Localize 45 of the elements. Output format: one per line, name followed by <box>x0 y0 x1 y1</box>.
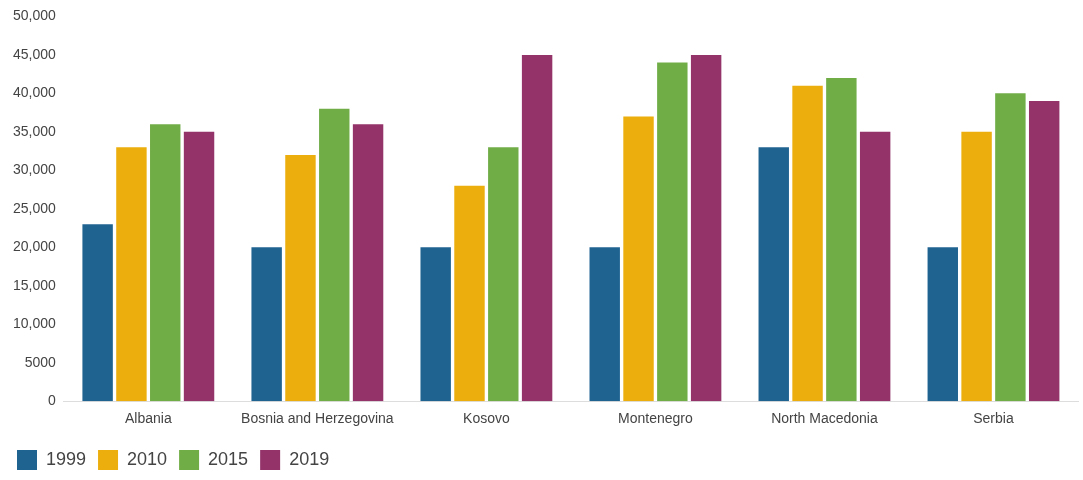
x-tick-label: Serbia <box>973 410 1014 427</box>
bar <box>251 247 282 402</box>
x-tick-label: Albania <box>124 410 172 427</box>
bar <box>319 108 350 402</box>
y-tick-label: 20,000 <box>12 238 57 255</box>
bar <box>82 224 113 402</box>
x-tick-label: North Macedonia <box>771 410 878 427</box>
y-tick-label: 50,000 <box>12 7 57 24</box>
y-tick-label: 0 <box>48 392 57 409</box>
bar <box>623 116 654 402</box>
bar <box>792 85 823 402</box>
legend-label: 1999 <box>46 448 87 469</box>
y-tick-label: 25,000 <box>12 199 57 216</box>
y-tick-label: 30,000 <box>12 161 57 178</box>
bar <box>521 54 553 402</box>
legend-label: 2015 <box>208 448 249 469</box>
x-tick-label: Montenegro <box>618 410 693 427</box>
y-tick-label: 35,000 <box>12 122 57 139</box>
bar <box>454 185 485 402</box>
bar <box>285 154 316 402</box>
x-tick-label: Kosovo <box>463 410 510 427</box>
bar <box>589 247 620 402</box>
bar <box>183 131 215 402</box>
bar <box>690 54 722 402</box>
bar <box>826 77 857 402</box>
bar <box>927 247 958 402</box>
bar <box>420 247 451 402</box>
y-tick-label: 5000 <box>24 353 57 370</box>
bar <box>352 124 384 402</box>
bar <box>758 147 789 402</box>
bar <box>116 147 147 402</box>
y-tick-label: 10,000 <box>12 315 57 332</box>
legend-label: 2010 <box>127 448 168 469</box>
bar <box>995 93 1026 402</box>
bar <box>1028 101 1060 402</box>
x-tick-label: Bosnia and Herzegovina <box>241 410 394 427</box>
bar <box>657 62 688 402</box>
bar <box>961 131 992 402</box>
y-tick-label: 40,000 <box>12 84 57 101</box>
bar <box>150 124 181 402</box>
bar <box>488 147 519 402</box>
bar <box>859 131 891 402</box>
y-tick-label: 45,000 <box>12 45 57 62</box>
legend-label: 2019 <box>289 448 330 469</box>
y-tick-label: 15,000 <box>12 276 57 293</box>
